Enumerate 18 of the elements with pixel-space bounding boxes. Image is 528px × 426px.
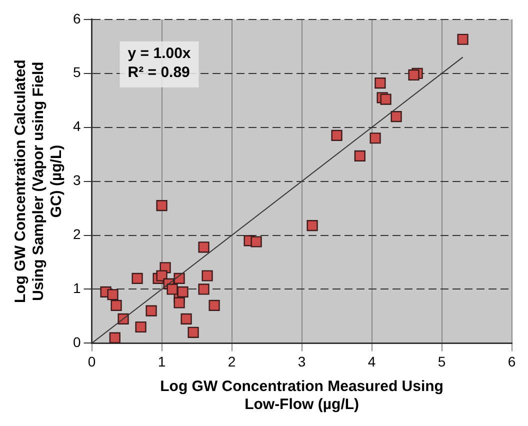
y-tick-label: 5 <box>72 64 81 80</box>
y-axis-title: Log GW Concentration Calculated Using Sampler (Vapor using Field GC) (µg/L) <box>12 60 66 303</box>
x-tick-label: 3 <box>298 353 306 370</box>
y-tick-label: 6 <box>72 10 81 26</box>
y-tick-label: 0 <box>72 334 81 350</box>
y-tick-label: 1 <box>72 280 81 296</box>
annotation: R² = 0.89 <box>128 64 190 82</box>
x-axis-title: Log GW Concentration Measured Using Low-Flow (µg/L) <box>160 378 444 414</box>
x-tick-label: 6 <box>508 353 516 370</box>
y-tick-label: 3 <box>72 172 81 188</box>
x-tick-label: 0 <box>88 353 96 370</box>
x-tick-label: 1 <box>158 353 166 370</box>
annotation: y = 1.00x <box>128 45 192 62</box>
x-tick-label: 4 <box>368 353 376 370</box>
y-tick-label: 2 <box>72 226 81 242</box>
x-tick-label: 2 <box>228 353 236 370</box>
x-tick-label: 5 <box>438 353 446 370</box>
y-tick-label: 4 <box>72 118 81 134</box>
